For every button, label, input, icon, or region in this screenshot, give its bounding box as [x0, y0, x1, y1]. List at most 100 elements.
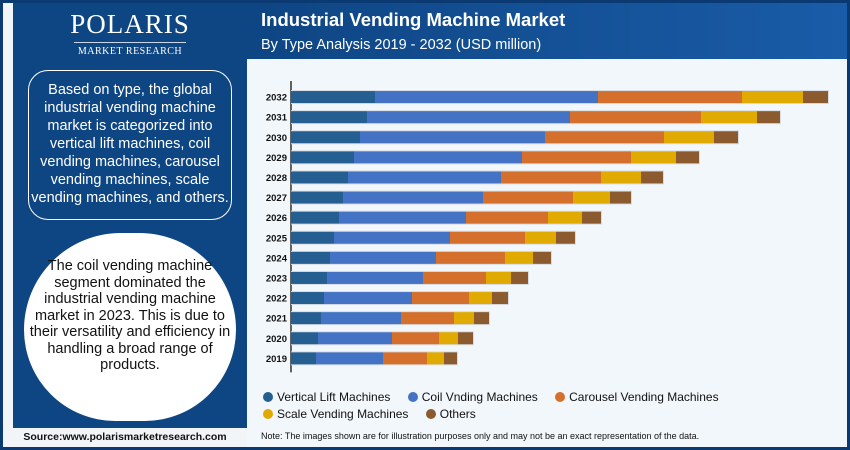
bar-segment-others-2026: [582, 211, 601, 224]
legend-dot-icon: [425, 409, 436, 419]
chart-title: Industrial Vending Machine Market: [261, 9, 566, 30]
bar-segment-carousel-vending-machines-2024: [436, 251, 505, 264]
stacked-bar-chart: 2032 2031 2030 2029 2028 2027 2026 2025 2024 2023…: [266, 81, 829, 373]
bar-segment-vertical-lift-machines-2020: [291, 332, 318, 345]
y-tick-label: 2029: [266, 153, 287, 164]
bar-segment-carousel-vending-machines-2019: [383, 352, 427, 365]
bar-segment-others-2020: [458, 332, 473, 345]
bar-segment-vertical-lift-machines-2025: [291, 231, 334, 244]
y-tick-label: 2021: [266, 314, 288, 325]
legend-dot-icon: [263, 392, 273, 402]
y-tick-label: 2025: [266, 233, 288, 244]
bar-segment-carousel-vending-machines-2022: [412, 292, 469, 305]
legend-item-coil: Coil Vnding Machines: [407, 389, 538, 406]
y-tick-label: 2022: [266, 294, 287, 305]
bar-segment-scale-vending-machines-2031: [701, 111, 757, 124]
bar-segment-others-2032: [803, 91, 828, 104]
bar-segment-scale-vending-machines-2021: [454, 312, 474, 325]
left-margin-strip: [3, 3, 13, 447]
bar-segment-coil-vnding-machines-2026: [339, 211, 466, 224]
bar-segment-others-2025: [556, 231, 575, 244]
bar-segment-coil-vnding-machines-2031: [367, 111, 570, 124]
y-tick-label: 2019: [266, 354, 287, 365]
legend-label: Carousel Vending Machines: [569, 390, 719, 404]
y-tick-label: 2032: [266, 93, 287, 104]
bar-segment-others-2031: [757, 111, 780, 124]
logo-tagline: MARKET RESEARCH: [77, 46, 183, 57]
bar-segment-scale-vending-machines-2028: [601, 171, 641, 184]
bar-segment-vertical-lift-machines-2027: [291, 191, 343, 204]
bar-segment-coil-vnding-machines-2021: [321, 312, 401, 325]
chart-subtitle: By Type Analysis 2019 - 2032 (USD millio…: [261, 37, 542, 53]
type-summary-box: Based on type, the global industrial ven…: [28, 70, 232, 220]
bar-segment-others-2027: [610, 191, 631, 204]
bar-segment-scale-vending-machines-2020: [439, 332, 458, 345]
bar-segment-others-2019: [444, 352, 457, 365]
legend-dot-icon: [263, 409, 273, 419]
bar-segment-carousel-vending-machines-2023: [423, 271, 486, 284]
bar-segment-others-2028: [641, 171, 663, 184]
y-tick-label: 2026: [266, 213, 287, 224]
legend-label: Vertical Lift Machines: [277, 390, 391, 404]
disclaimer-note: Note: The images shown are for illustrat…: [261, 431, 700, 441]
legend-row-2: Scale Vending Machines Others: [263, 406, 843, 423]
header-banner: Industrial Vending Machine Market By Typ…: [247, 3, 847, 59]
bar-segment-vertical-lift-machines-2029: [291, 151, 354, 164]
bar-segment-scale-vending-machines-2019: [427, 352, 444, 365]
bar-segment-scale-vending-machines-2032: [742, 91, 803, 104]
legend-label: Scale Vending Machines: [277, 407, 409, 421]
y-tick-label: 2020: [266, 334, 287, 345]
bar-segment-scale-vending-machines-2022: [469, 292, 492, 305]
bar-segment-carousel-vending-machines-2026: [466, 211, 548, 224]
highlight-circle: The coil vending machine segment dominat…: [24, 233, 236, 421]
legend-item-others: Others: [425, 406, 476, 423]
bar-segment-others-2024: [533, 251, 551, 264]
y-tick-label: 2023: [266, 273, 287, 284]
bar-segment-coil-vnding-machines-2032: [375, 91, 598, 104]
y-tick-label: 2028: [266, 173, 287, 184]
chart-legend: Vertical Lift Machines Coil Vnding Machi…: [263, 389, 843, 423]
bar-segment-others-2030: [714, 131, 738, 144]
bar-segment-scale-vending-machines-2024: [505, 251, 533, 264]
bar-segment-scale-vending-machines-2027: [573, 191, 610, 204]
y-tick-label: 2031: [266, 113, 288, 124]
bar-segment-coil-vnding-machines-2020: [318, 332, 392, 345]
bar-segment-coil-vnding-machines-2030: [360, 131, 545, 144]
bar-segment-vertical-lift-machines-2019: [291, 352, 316, 365]
logo-name: POLARIS: [70, 9, 190, 39]
bar-segment-vertical-lift-machines-2031: [291, 111, 367, 124]
bar-segment-carousel-vending-machines-2021: [401, 312, 454, 325]
legend-item-carousel: Carousel Vending Machines: [555, 389, 719, 406]
legend-dot-icon: [555, 392, 566, 402]
y-tick-label: 2027: [266, 193, 287, 204]
bar-segment-others-2023: [511, 271, 528, 284]
legend-label: Others: [439, 407, 476, 421]
left-panel: POLARIS MARKET RESEARCH Based on type, t…: [13, 3, 247, 428]
bar-segment-scale-vending-machines-2025: [525, 231, 556, 244]
legend-label: Coil Vnding Machines: [421, 390, 538, 404]
bar-segment-scale-vending-machines-2030: [664, 131, 714, 144]
legend-item-scale: Scale Vending Machines: [263, 406, 408, 423]
highlight-bowl: The coil vending machine segment dominat…: [13, 225, 247, 428]
bar-segment-vertical-lift-machines-2022: [291, 292, 324, 305]
logo-divider: [74, 42, 186, 43]
bar-segment-coil-vnding-machines-2028: [348, 171, 501, 184]
bar-segment-coil-vnding-machines-2022: [324, 292, 412, 305]
bar-segment-coil-vnding-machines-2019: [316, 352, 383, 365]
polaris-logo: POLARIS MARKET RESEARCH: [13, 9, 247, 57]
legend-row-1: Vertical Lift Machines Coil Vnding Machi…: [263, 389, 843, 406]
bar-segment-carousel-vending-machines-2032: [598, 91, 742, 104]
bar-segment-others-2022: [492, 292, 508, 305]
bar-segment-coil-vnding-machines-2029: [354, 151, 522, 164]
chart-area: 2032 2031 2030 2029 2028 2027 2026 2025 2024 2023…: [247, 59, 847, 447]
bar-segment-vertical-lift-machines-2028: [291, 171, 348, 184]
bar-segment-others-2029: [676, 151, 699, 164]
bar-segment-carousel-vending-machines-2028: [501, 171, 601, 184]
bar-segment-scale-vending-machines-2029: [631, 151, 676, 164]
bar-segment-coil-vnding-machines-2027: [343, 191, 483, 204]
bar-segment-vertical-lift-machines-2030: [291, 131, 360, 144]
legend-item-vertical-lift: Vertical Lift Machines: [263, 389, 390, 406]
bar-segment-carousel-vending-machines-2030: [545, 131, 664, 144]
y-tick-label: 2024: [266, 253, 288, 264]
